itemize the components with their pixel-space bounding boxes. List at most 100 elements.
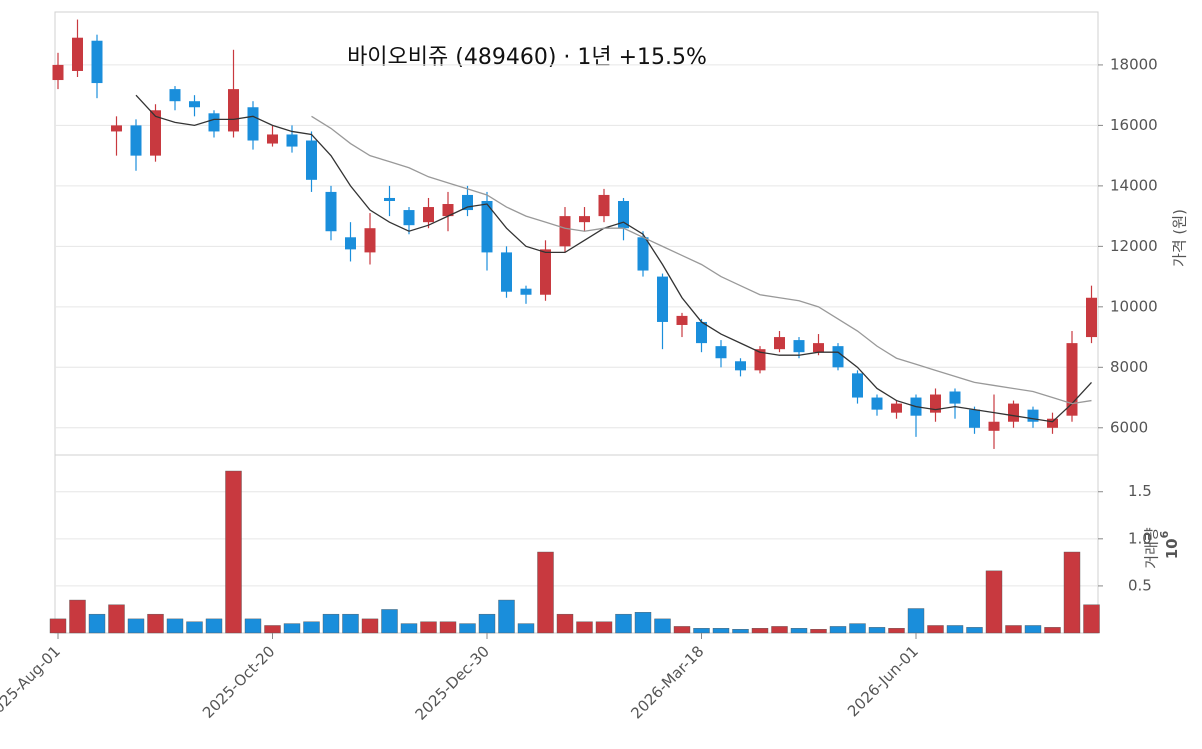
candle-body — [793, 340, 805, 353]
volume-scale-base: 10 — [1163, 538, 1181, 559]
candle-body — [735, 361, 746, 371]
candle-body — [91, 40, 103, 84]
candle-body — [1027, 409, 1039, 422]
volume-bar — [127, 618, 145, 634]
volume-bar — [790, 628, 808, 634]
volume-bar — [498, 599, 515, 634]
volume-bar — [303, 621, 320, 634]
chart-title: 바이오비쥬 (489460) · 1년 +15.5% — [347, 45, 707, 70]
volume-bar — [1063, 551, 1081, 634]
volume-bar — [381, 609, 398, 634]
candle-body — [208, 113, 220, 132]
candle-body — [364, 228, 376, 253]
candle-body — [852, 373, 863, 398]
volume-bar — [849, 623, 866, 634]
candle-body — [715, 346, 727, 359]
volume-bar — [88, 613, 106, 634]
candle-body — [969, 409, 980, 428]
volume-bar — [556, 613, 574, 634]
volume-bar — [420, 621, 437, 634]
y-tick-label: 18000 — [1110, 55, 1158, 73]
candle-body — [111, 125, 122, 132]
volume-bar — [868, 627, 886, 634]
candle-body — [52, 64, 64, 81]
volume-bar — [810, 629, 827, 634]
volume-bar — [478, 613, 496, 634]
candle-body — [891, 403, 902, 413]
candle-body — [1086, 297, 1097, 338]
candle-body — [1047, 418, 1058, 428]
volume-bar — [771, 626, 788, 634]
candle-body — [520, 288, 532, 295]
candle-body — [228, 89, 239, 132]
x-tick-label: 2026-Mar-18 — [627, 642, 707, 722]
volume-bar — [576, 621, 593, 634]
volume-bar — [712, 628, 730, 634]
volume-bar — [888, 628, 905, 634]
x-tick-label: 2025-Aug-01 — [0, 642, 64, 723]
candle-body — [130, 125, 142, 156]
candle-body — [247, 107, 259, 141]
candle-body — [559, 216, 571, 247]
volume-bar — [673, 626, 691, 634]
volume-bar — [459, 623, 476, 634]
candle-body — [286, 134, 298, 147]
volume-bar — [49, 618, 67, 634]
volume-bar — [1005, 625, 1022, 634]
volume-bar — [751, 628, 769, 634]
volume-bar — [108, 604, 125, 634]
volume-bar — [186, 621, 203, 634]
candle-body — [150, 110, 161, 156]
candle-body — [481, 200, 493, 253]
candle-body — [618, 200, 629, 229]
volume-tick-label: 1.5 — [1128, 482, 1152, 500]
volume-bar — [946, 625, 964, 634]
volume-bar — [829, 626, 847, 634]
candle-body — [696, 321, 707, 344]
volume-bar — [69, 599, 86, 634]
volume-bar — [517, 623, 535, 634]
candle-body — [540, 249, 551, 295]
volume-bar — [322, 613, 340, 634]
candle-body — [930, 394, 941, 413]
volume-bar — [907, 608, 925, 634]
moving-average — [135, 94, 1092, 423]
candle-body — [267, 134, 278, 144]
y-tick-label: 12000 — [1110, 237, 1158, 255]
volume-bar — [1024, 625, 1042, 634]
candle-body — [306, 140, 317, 180]
y-tick-label: 8000 — [1110, 358, 1148, 376]
volume-panel — [54, 454, 1099, 634]
volume-scale-exponent: 6 — [1158, 530, 1171, 538]
volume-bar — [400, 623, 418, 634]
candle-body — [637, 237, 649, 271]
volume-bar — [166, 618, 184, 634]
volume-bar — [264, 625, 281, 634]
candle-body — [442, 204, 454, 217]
price-panel — [54, 11, 1099, 456]
x-tick-label: 2025-Dec-30 — [412, 642, 493, 723]
volume-bar — [732, 629, 749, 634]
candle-body — [988, 421, 1000, 431]
volume-bar — [537, 551, 554, 634]
candle-body — [325, 191, 337, 232]
y-tick-label: 14000 — [1110, 176, 1158, 194]
volume-tick-label: 1.0 — [1128, 529, 1152, 547]
volume-scale: 106 — [1158, 530, 1181, 559]
volume-bar — [927, 625, 944, 634]
candle-body — [579, 216, 590, 223]
volume-bar — [1083, 604, 1100, 634]
candle-body — [462, 194, 473, 211]
candle-body — [949, 391, 961, 404]
candle-body — [754, 349, 766, 371]
candle-body — [676, 315, 688, 325]
candle-body — [774, 337, 785, 350]
volume-bar — [205, 618, 223, 634]
volume-bar — [225, 470, 242, 634]
candle-body — [598, 194, 610, 217]
y-axis-label: 가격 (원) — [1171, 209, 1189, 267]
volume-bar — [595, 621, 613, 634]
y-tick-label: 16000 — [1110, 116, 1158, 134]
volume-bar — [342, 613, 359, 634]
volume-bar — [654, 618, 671, 634]
